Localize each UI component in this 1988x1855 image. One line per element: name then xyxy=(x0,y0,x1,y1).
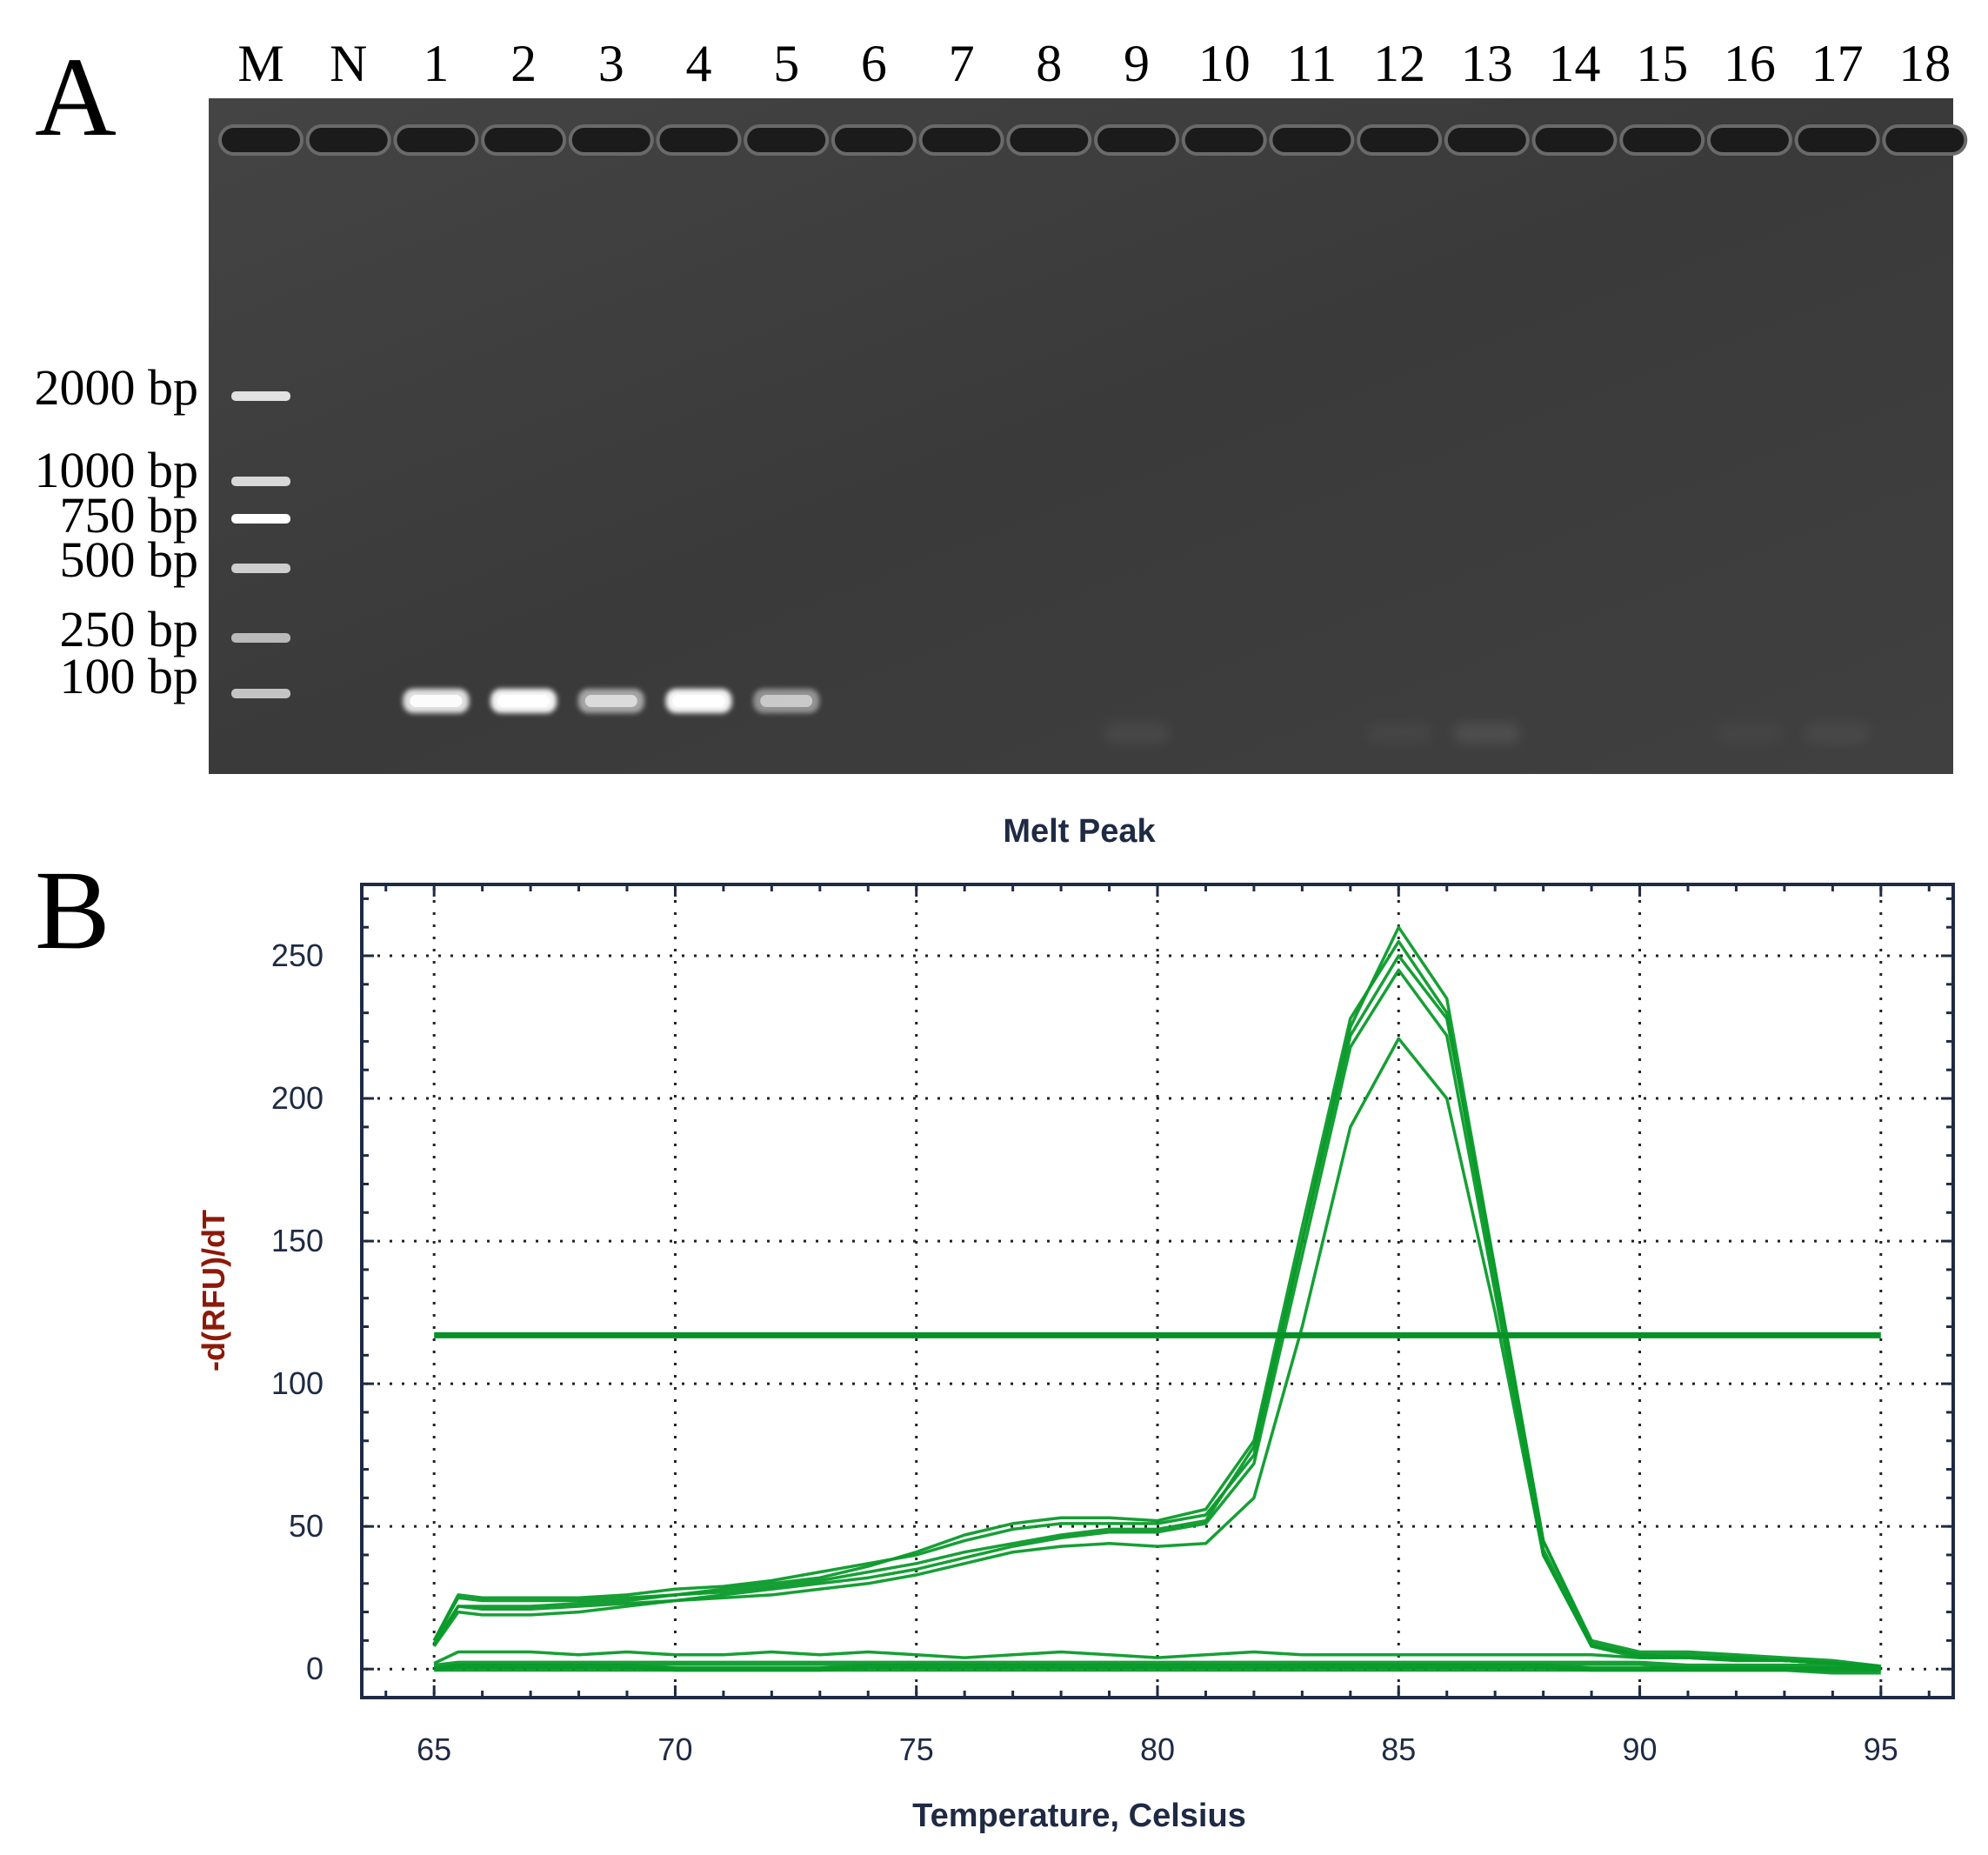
melt-peak-panel: B Melt Peak 65 70 75 80 85 90 95 0 50 100 150 200 25… xyxy=(35,813,1955,1834)
series-line xyxy=(433,1660,1881,1672)
sample-band xyxy=(665,689,732,713)
sample-band xyxy=(577,689,644,713)
x-axis-label: Temperature, Celsius xyxy=(912,1798,1246,1834)
gel-well xyxy=(831,124,917,156)
marker-band xyxy=(231,689,290,698)
sample-band xyxy=(403,689,470,713)
lane-label: 5 xyxy=(773,35,799,92)
sample-band xyxy=(1716,723,1783,744)
series-line xyxy=(432,925,1882,1668)
gel-well xyxy=(1531,124,1618,156)
gel-well xyxy=(656,124,742,156)
marker-label: 750 bp xyxy=(60,487,199,544)
lane-label: 10 xyxy=(1198,35,1251,92)
lane-labels: M N 1 2 3 4 5 6 7 8 9 10 11 12 13 14 15 16 17 18 xyxy=(237,35,1951,92)
marker-label: 1000 bp xyxy=(35,442,199,498)
marker-label: 250 bp xyxy=(60,601,199,657)
sample-band xyxy=(1804,723,1871,744)
gel-well xyxy=(393,124,479,156)
gel-well xyxy=(1269,124,1355,156)
y-tick-label: 0 xyxy=(306,1651,324,1686)
gel-well xyxy=(568,124,654,156)
x-tick-label: 75 xyxy=(899,1732,934,1767)
y-tick-label: 50 xyxy=(289,1508,324,1544)
x-tick-label: 70 xyxy=(657,1732,692,1767)
marker-band xyxy=(231,514,290,524)
lane-label: 16 xyxy=(1724,35,1776,92)
chart-title: Melt Peak xyxy=(1003,813,1156,850)
lane-label: 17 xyxy=(1811,35,1864,92)
gel-well xyxy=(1794,124,1880,156)
gel-well xyxy=(218,124,304,156)
series-line xyxy=(433,1650,1881,1668)
lane-label: N xyxy=(330,35,367,92)
marker-label: 2000 bp xyxy=(35,359,199,416)
gel-well xyxy=(481,124,567,156)
sample-band xyxy=(753,689,820,713)
gel-wells xyxy=(218,124,1968,156)
x-tick-label: 65 xyxy=(417,1732,451,1767)
series-line xyxy=(432,968,1882,1671)
gel-well xyxy=(1706,124,1792,156)
marker-band xyxy=(231,633,290,643)
lane-label: 2 xyxy=(510,35,537,92)
lane-label: 11 xyxy=(1287,35,1338,92)
gel-well xyxy=(1006,124,1092,156)
grid xyxy=(365,888,1950,1694)
lane-label: 4 xyxy=(686,35,712,92)
gel-well xyxy=(918,124,1004,156)
x-tick-label: 85 xyxy=(1381,1732,1416,1767)
lane-label: 18 xyxy=(1898,35,1951,92)
lane-label: 8 xyxy=(1036,35,1062,92)
gel-well xyxy=(1094,124,1179,156)
marker-band xyxy=(231,477,290,486)
x-tick-label: 95 xyxy=(1864,1732,1898,1767)
lane-label: 12 xyxy=(1373,35,1425,92)
series-lines xyxy=(432,925,1882,1675)
gel-well xyxy=(744,124,830,156)
lane-label: 13 xyxy=(1461,35,1513,92)
marker-band xyxy=(231,564,290,573)
gel-well xyxy=(305,124,391,156)
sample-band xyxy=(490,689,557,713)
marker-label: 100 bp xyxy=(60,648,199,704)
y-tick-label: 100 xyxy=(271,1365,324,1401)
y-axis-label: -d(RFU)/dT xyxy=(196,1210,231,1371)
gel-well xyxy=(1181,124,1267,156)
panel-a-label: A xyxy=(35,35,117,160)
y-tick-label: 250 xyxy=(271,938,324,973)
lane-label: M xyxy=(237,35,284,92)
marker-band xyxy=(231,391,290,401)
lane-label: 3 xyxy=(598,35,624,92)
gel-panel: A M N 1 2 3 4 5 6 7 8 9 10 11 12 13 14 15 16 17 18 2000 bp1… xyxy=(35,35,1968,774)
marker-label: 500 bp xyxy=(60,531,199,588)
sample-band xyxy=(1366,723,1433,744)
lane-label: 7 xyxy=(949,35,975,92)
x-tick-label: 90 xyxy=(1623,1732,1658,1767)
sample-band xyxy=(1453,723,1520,744)
gel-well xyxy=(1357,124,1443,156)
panel-b-label: B xyxy=(35,848,110,973)
x-tick-label: 80 xyxy=(1140,1732,1175,1767)
lane-label: 9 xyxy=(1124,35,1150,92)
gel-well xyxy=(1619,124,1705,156)
y-tick-label: 150 xyxy=(271,1223,324,1258)
gel-bands xyxy=(231,391,1871,744)
lane-label: 6 xyxy=(861,35,887,92)
gel-well xyxy=(1882,124,1968,156)
gel-image xyxy=(209,98,1953,774)
lane-label: 14 xyxy=(1549,35,1601,92)
gel-well xyxy=(1444,124,1530,156)
lane-label: 1 xyxy=(423,35,449,92)
lane-label: 15 xyxy=(1636,35,1688,92)
axis-ticks: 65 70 75 80 85 90 95 0 50 100 150 200 250 xyxy=(271,884,1953,1767)
y-tick-label: 200 xyxy=(271,1080,324,1116)
sample-band xyxy=(1104,723,1170,744)
